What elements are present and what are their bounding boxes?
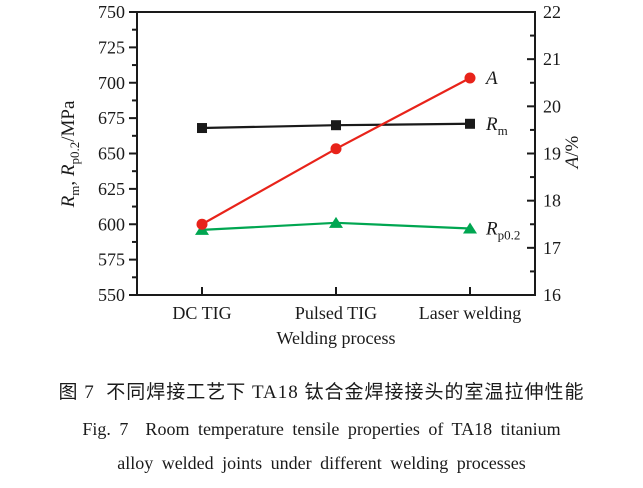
right-axis-tick-label: 22 — [543, 2, 561, 22]
marker-circle — [196, 218, 208, 230]
category-label: Pulsed TIG — [295, 303, 377, 323]
marker-circle — [330, 143, 342, 155]
category-label: Laser welding — [419, 303, 521, 323]
left-axis-tick-label: 600 — [98, 214, 125, 234]
right-axis-title: A/% — [562, 135, 583, 170]
left-axis: 750 725 700 675 650 625 600 575 550 — [98, 2, 137, 305]
left-axis-title: Rm, Rp0.2/MPa — [58, 100, 82, 208]
marker-square — [197, 123, 207, 134]
left-axis-tick-label: 550 — [98, 285, 125, 305]
right-axis-tick-label: 17 — [543, 238, 561, 258]
right-axis-tick-label: 16 — [543, 285, 561, 305]
series-label-A: A — [484, 68, 498, 89]
right-axis-tick-label: 21 — [543, 49, 561, 69]
caption-chinese: 图 7 不同焊接工艺下 TA18 钛合金焊接接头的室温拉伸性能 — [58, 382, 585, 403]
left-axis-tick-label: 650 — [98, 144, 125, 164]
marker-square — [465, 118, 475, 129]
left-axis-tick-label: 725 — [98, 37, 125, 57]
right-axis: 22 21 20 19 18 17 16 — [527, 2, 561, 305]
figure-caption: 图 7 不同焊接工艺下 TA18 钛合金焊接接头的室温拉伸性能 Fig. 7 R… — [0, 372, 643, 475]
x-axis-title: Welding process — [276, 328, 395, 348]
marker-triangle — [329, 216, 343, 228]
chart-canvas: 750 725 700 675 650 625 600 575 550 Rm, Rp0.2/MPa… — [58, 2, 583, 348]
left-axis-tick-label: 625 — [98, 179, 125, 199]
marker-triangle — [463, 222, 477, 234]
series-markers-Rm — [197, 118, 475, 134]
left-axis-tick-label: 675 — [98, 108, 125, 128]
caption-english-line1: Fig. 7 Room temperature tensile properti… — [82, 419, 561, 439]
left-axis-tick-label: 750 — [98, 2, 125, 22]
series-label-Rp02: Rp0.2 — [485, 218, 520, 242]
caption-english-line2: alloy welded joints under different weld… — [117, 453, 526, 473]
right-axis-tick-label: 18 — [543, 191, 561, 211]
right-axis-tick-label: 19 — [543, 144, 561, 164]
chart: 750 725 700 675 650 625 600 575 550 Rm, Rp0.2/MPa… — [58, 2, 583, 348]
series-label-Rm: Rm — [485, 114, 508, 138]
left-axis-tick-label: 575 — [98, 250, 125, 270]
bottom-axis: DC TIG Pulsed TIG Laser welding Welding pro… — [172, 287, 521, 348]
series-markers-A — [196, 72, 476, 230]
marker-circle — [464, 72, 476, 84]
marker-square — [331, 120, 341, 131]
category-label: DC TIG — [172, 303, 231, 323]
left-axis-tick-label: 700 — [98, 73, 125, 93]
right-axis-tick-label: 20 — [543, 96, 561, 116]
series-markers-Rp02 — [195, 216, 477, 235]
